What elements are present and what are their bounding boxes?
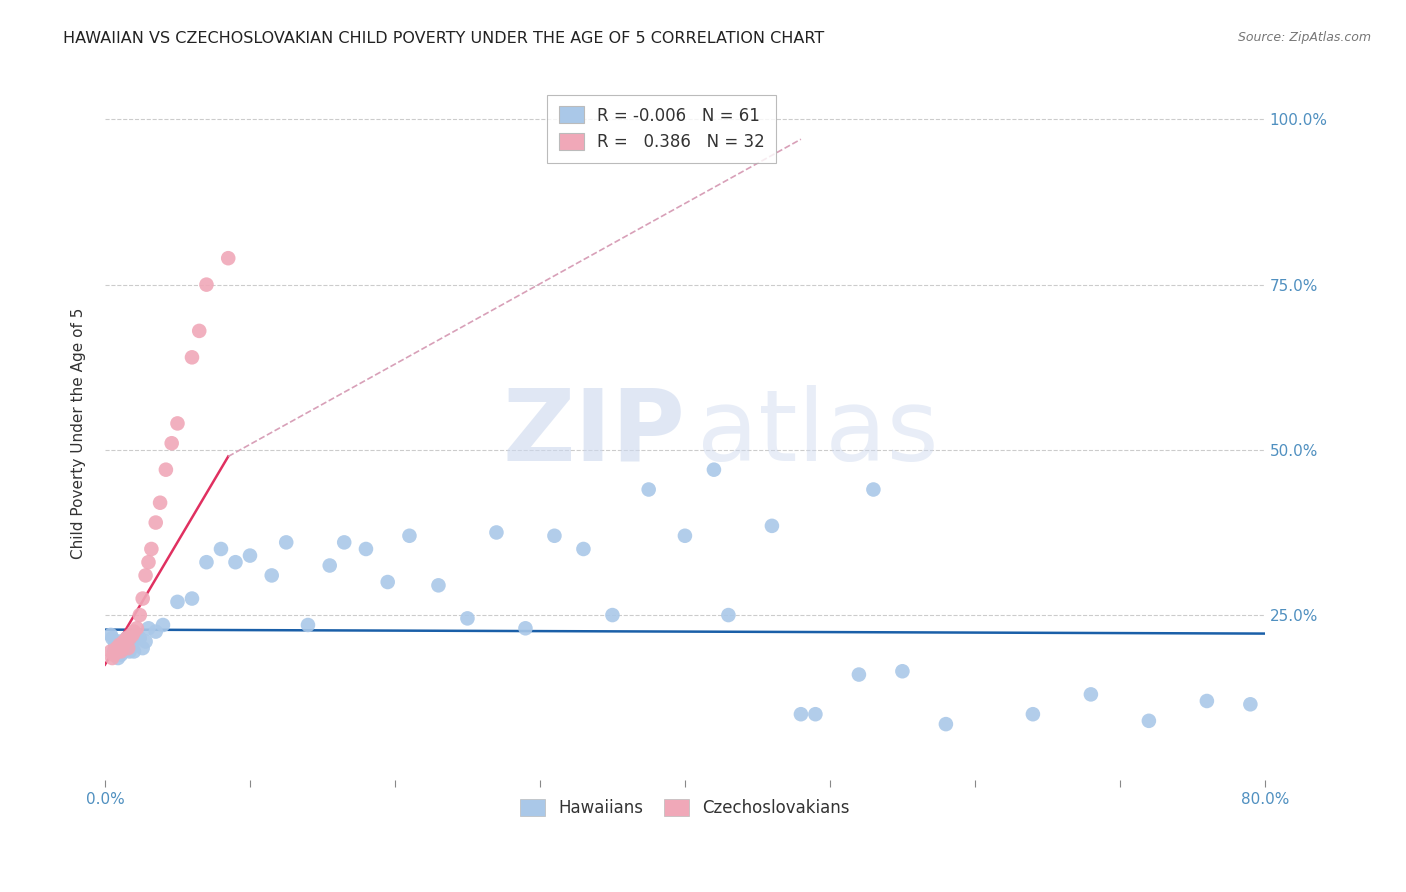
- Point: [111, 641, 134, 656]
- Text: HAWAIIAN VS CZECHOSLOVAKIAN CHILD POVERTY UNDER THE AGE OF 5 CORRELATION CHART: HAWAIIAN VS CZECHOSLOVAKIAN CHILD POVERT…: [63, 31, 824, 46]
- Point: [104, 644, 127, 658]
- Point: [141, 541, 163, 556]
- Point: [224, 555, 246, 569]
- Point: [122, 644, 145, 658]
- Point: [181, 351, 204, 365]
- Point: [1080, 687, 1102, 701]
- Point: [108, 634, 131, 648]
- Point: [135, 568, 157, 582]
- Point: [195, 277, 218, 292]
- Point: [260, 568, 283, 582]
- Point: [485, 525, 508, 540]
- Point: [105, 641, 128, 656]
- Point: [297, 618, 319, 632]
- Point: [110, 648, 132, 662]
- Point: [111, 641, 134, 656]
- Point: [166, 595, 188, 609]
- Point: [181, 591, 204, 606]
- Point: [120, 628, 142, 642]
- Point: [107, 644, 129, 658]
- Point: [101, 651, 124, 665]
- Point: [790, 707, 813, 722]
- Point: [131, 641, 153, 656]
- Point: [122, 624, 145, 639]
- Point: [125, 628, 148, 642]
- Point: [1239, 698, 1261, 712]
- Point: [105, 641, 128, 656]
- Point: [276, 535, 298, 549]
- Point: [112, 644, 135, 658]
- Text: Source: ZipAtlas.com: Source: ZipAtlas.com: [1237, 31, 1371, 45]
- Point: [862, 483, 884, 497]
- Point: [117, 641, 139, 656]
- Point: [152, 618, 174, 632]
- Point: [377, 575, 399, 590]
- Point: [121, 634, 143, 648]
- Point: [188, 324, 211, 338]
- Point: [138, 621, 160, 635]
- Point: [354, 541, 377, 556]
- Point: [319, 558, 342, 573]
- Point: [121, 628, 143, 642]
- Point: [118, 644, 141, 658]
- Point: [166, 417, 188, 431]
- Point: [572, 541, 595, 556]
- Point: [804, 707, 827, 722]
- Point: [112, 634, 135, 648]
- Point: [1195, 694, 1218, 708]
- Point: [209, 541, 232, 556]
- Point: [891, 665, 914, 679]
- Point: [149, 496, 172, 510]
- Point: [115, 631, 138, 645]
- Point: [100, 644, 122, 658]
- Point: [128, 631, 150, 645]
- Point: [195, 555, 218, 569]
- Point: [145, 624, 167, 639]
- Point: [104, 638, 127, 652]
- Point: [717, 608, 740, 623]
- Point: [125, 621, 148, 635]
- Point: [103, 648, 125, 662]
- Point: [427, 578, 450, 592]
- Point: [117, 641, 139, 656]
- Point: [100, 628, 122, 642]
- Point: [110, 644, 132, 658]
- Point: [128, 608, 150, 623]
- Point: [935, 717, 957, 731]
- Point: [145, 516, 167, 530]
- Text: atlas: atlas: [696, 384, 938, 482]
- Point: [456, 611, 478, 625]
- Point: [108, 638, 131, 652]
- Point: [103, 644, 125, 658]
- Point: [101, 631, 124, 645]
- Point: [515, 621, 537, 635]
- Point: [1137, 714, 1160, 728]
- Point: [703, 463, 725, 477]
- Point: [217, 251, 239, 265]
- Point: [673, 529, 696, 543]
- Point: [114, 641, 136, 656]
- Point: [543, 529, 565, 543]
- Point: [333, 535, 356, 549]
- Point: [602, 608, 624, 623]
- Point: [114, 634, 136, 648]
- Point: [848, 667, 870, 681]
- Legend: Hawaiians, Czechoslovakians: Hawaiians, Czechoslovakians: [513, 792, 856, 824]
- Point: [637, 483, 659, 497]
- Y-axis label: Child Poverty Under the Age of 5: Child Poverty Under the Age of 5: [72, 308, 86, 559]
- Point: [1022, 707, 1045, 722]
- Point: [138, 555, 160, 569]
- Point: [135, 634, 157, 648]
- Point: [118, 631, 141, 645]
- Point: [160, 436, 183, 450]
- Text: ZIP: ZIP: [502, 384, 685, 482]
- Point: [107, 651, 129, 665]
- Point: [239, 549, 262, 563]
- Point: [155, 463, 177, 477]
- Point: [398, 529, 420, 543]
- Point: [761, 519, 783, 533]
- Point: [120, 638, 142, 652]
- Point: [131, 591, 153, 606]
- Point: [115, 631, 138, 645]
